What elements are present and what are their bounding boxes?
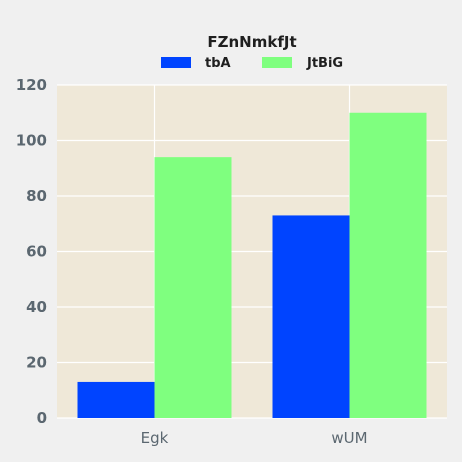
y-axis-ticks: 0 20 40 60 80 100 120 (16, 76, 47, 427)
chart-title: FZnNmkfJt (207, 33, 296, 51)
legend-item-tbA: tbA (161, 56, 231, 71)
bar-tbA-Egk (77, 381, 155, 418)
y-tick-label: 80 (26, 187, 47, 205)
x-axis-ticks: Egk wUM (141, 429, 368, 447)
y-tick-label: 20 (26, 354, 47, 372)
y-tick-label: 100 (16, 132, 47, 150)
bar-JtBiG-Egk (154, 157, 232, 418)
y-tick-label: 0 (37, 409, 47, 427)
legend: tbA JtBiG (161, 56, 343, 71)
bar-JtBiG-wUM (349, 112, 427, 418)
y-tick-label: 40 (26, 298, 47, 316)
legend-label-JtBiG: JtBiG (306, 56, 343, 71)
x-tick-label: Egk (141, 429, 169, 447)
legend-label-tbA: tbA (205, 56, 231, 71)
y-tick-label: 120 (16, 76, 47, 94)
legend-swatch-tbA (161, 57, 191, 68)
legend-swatch-JtBiG (262, 57, 292, 68)
x-tick-label: wUM (331, 429, 367, 447)
bars (77, 112, 427, 418)
bar-tbA-wUM (272, 215, 350, 418)
y-tick-label: 60 (26, 243, 47, 261)
legend-item-JtBiG: JtBiG (262, 56, 343, 71)
